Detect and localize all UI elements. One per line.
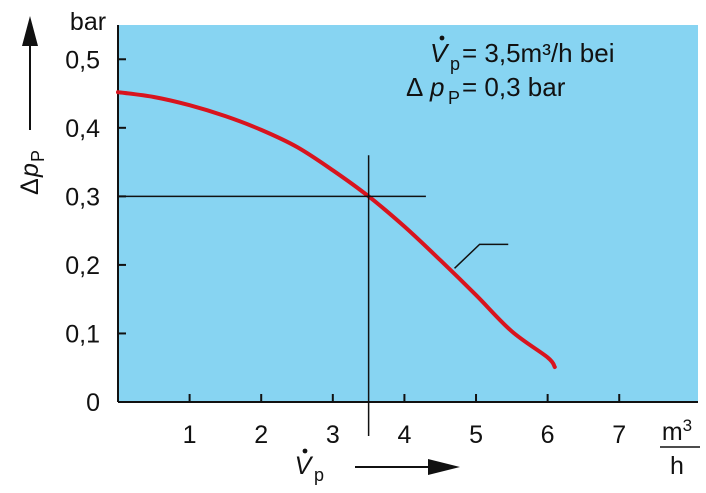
x-axis-arrow-icon bbox=[428, 459, 460, 475]
y-unit-label: bar bbox=[70, 8, 106, 36]
curve-leader-line bbox=[454, 243, 509, 269]
x-unit-denominator: h bbox=[670, 452, 684, 480]
y-axis-symbol: p bbox=[16, 163, 44, 178]
x-axis-symbol: V bbox=[295, 452, 314, 480]
axes bbox=[117, 25, 698, 403]
y-axis-arrow-icon bbox=[22, 16, 38, 46]
annotation-flow-dot bbox=[439, 35, 445, 41]
x-tick-label: 6 bbox=[541, 421, 555, 449]
y-tick-label: 0 bbox=[86, 389, 100, 417]
x-axis-label: V p bbox=[295, 448, 460, 485]
x-unit-base: m bbox=[662, 418, 683, 446]
x-tick-label: 2 bbox=[254, 421, 268, 449]
x-tick-label: 7 bbox=[612, 421, 626, 449]
x-tick-label: 4 bbox=[397, 421, 411, 449]
reference-lines bbox=[118, 155, 509, 436]
x-unit-fraction: m3 h bbox=[660, 416, 700, 480]
x-tick-label: 1 bbox=[183, 421, 197, 449]
x-tick-label: 5 bbox=[469, 421, 483, 449]
x-unit-numerator: m3 bbox=[662, 416, 692, 446]
y-tick-label: 0,1 bbox=[65, 320, 100, 348]
y-tick-label: 0,5 bbox=[65, 46, 100, 74]
y-tick-label: 0,4 bbox=[65, 115, 100, 143]
x-unit-exponent: 3 bbox=[683, 416, 692, 435]
annotation-flow-subscript: p bbox=[450, 54, 460, 74]
ticks: 0 0,1 0,2 0,3 0,4 0,5 1 2 3 4 5 6 7 bbox=[65, 46, 626, 449]
x-tick-label: 3 bbox=[326, 421, 340, 449]
y-axis-delta: Δ bbox=[16, 178, 44, 195]
annotation-delta: Δ bbox=[406, 72, 423, 102]
annotation-pressure-subscript: P bbox=[448, 88, 460, 108]
y-axis-label: Δ p P bbox=[16, 150, 48, 195]
y-tick-label: 0,3 bbox=[65, 183, 100, 211]
annotation-line2-text: = 0,3 bar bbox=[462, 72, 566, 102]
annotation-line1-text: = 3,5m³/h bei bbox=[462, 38, 614, 68]
pump-curve-line bbox=[116, 90, 557, 370]
annotation-flow-symbol: V bbox=[430, 38, 450, 68]
y-tick-label: 0,2 bbox=[65, 252, 100, 280]
annotation-pressure-symbol: p bbox=[429, 72, 444, 102]
x-axis-subscript: p bbox=[314, 465, 324, 485]
plot-area bbox=[118, 25, 698, 402]
operating-point-annotation: V p = 3,5m³/h bei Δ p P = 0,3 bar bbox=[406, 35, 614, 108]
y-axis-subscript: P bbox=[28, 150, 48, 162]
x-axis-symbol-dot bbox=[302, 448, 308, 454]
series-group bbox=[116, 90, 557, 370]
